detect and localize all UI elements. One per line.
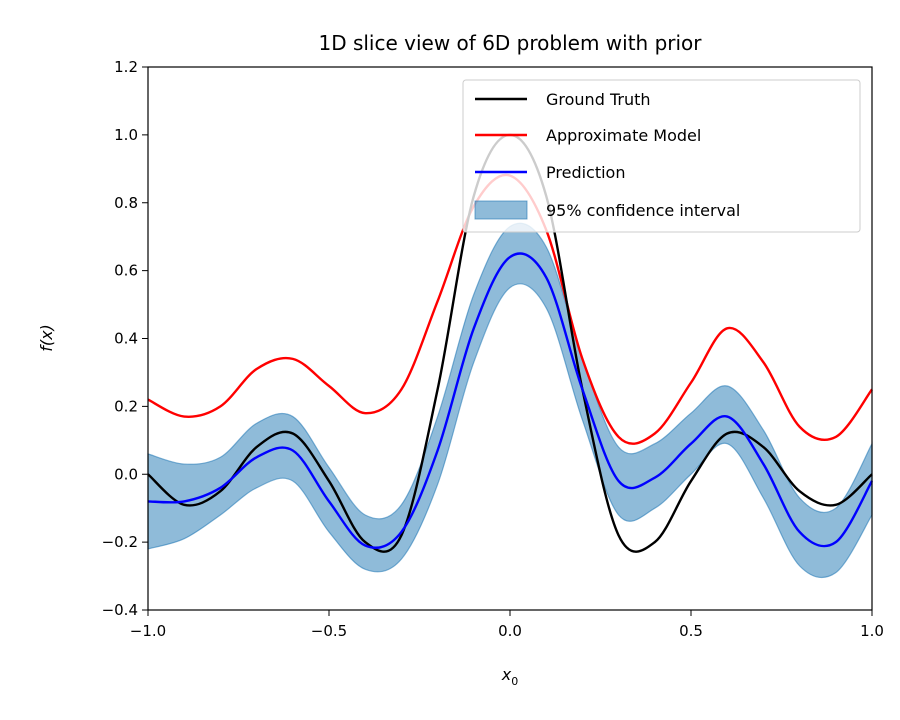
y-tick-label: 0.6: [114, 262, 138, 280]
confidence-band: [147, 222, 873, 579]
legend-label-confidence-interval: 95% confidence interval: [546, 201, 740, 220]
x-tick-label: −0.5: [311, 622, 347, 640]
y-tick-label: 0.0: [114, 465, 138, 483]
x-tick-label: 0.0: [498, 622, 522, 640]
y-tick-label: 0.8: [114, 194, 138, 212]
axis-ticks: −1.0 −0.5 0.0 0.5 1.0 −0.4 −0.2 0.0 0.2 0.4 0.6 0.8…: [102, 58, 884, 640]
chart-title: 1D slice view of 6D problem with prior: [318, 31, 702, 55]
y-tick-label: 1.0: [114, 126, 138, 144]
y-axis-label: f(x): [37, 324, 56, 352]
y-tick-label: 0.2: [114, 397, 138, 415]
legend-box: [462, 79, 861, 233]
series-line-prediction: [147, 252, 874, 549]
y-tick-label: −0.4: [102, 601, 138, 619]
legend: Ground Truth Approximate Model Predictio…: [462, 79, 861, 233]
x-tick-label: −1.0: [130, 622, 166, 640]
x-tick-label: 1.0: [860, 622, 884, 640]
x-tick-label: 0.5: [679, 622, 703, 640]
legend-swatch-confidence-interval: [474, 200, 528, 220]
legend-label-ground-truth: Ground Truth: [546, 90, 651, 109]
y-tick-label: 0.4: [114, 330, 138, 348]
y-tick-label: −0.2: [102, 533, 138, 551]
x-axis-label: x0: [501, 665, 518, 688]
legend-label-approximate-model: Approximate Model: [546, 126, 701, 145]
legend-label-prediction: Prediction: [546, 163, 625, 182]
y-tick-label: 1.2: [114, 58, 138, 76]
